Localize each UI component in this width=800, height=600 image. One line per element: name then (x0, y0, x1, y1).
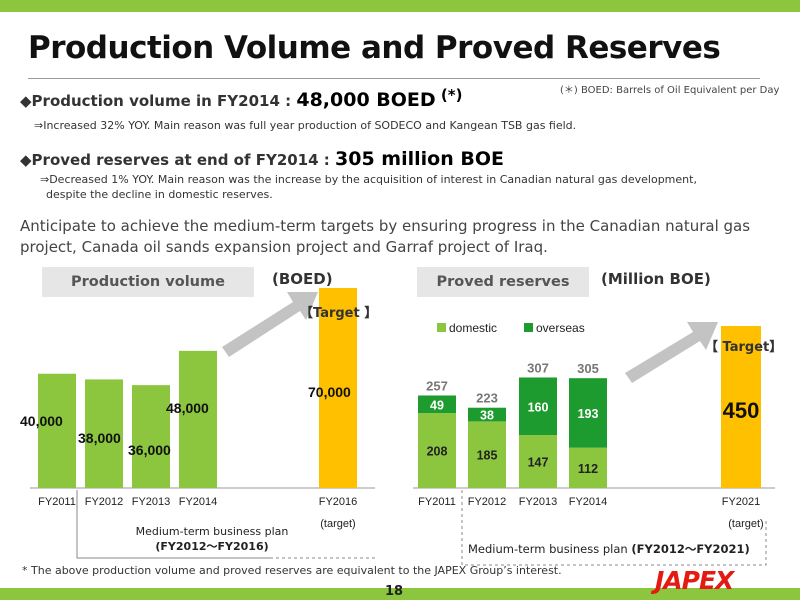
bullet-production-detail: ⇒Increased 32% YOY. Main reason was full… (34, 119, 577, 132)
bullet-reserves-label: Proved reserves at end of FY2014 : (31, 151, 336, 169)
production-tick-label: FY2011 (38, 496, 76, 508)
page-number: 18 (385, 584, 404, 599)
production-bar-fy2011 (38, 373, 76, 488)
production-target-sublabel: (target) (320, 518, 355, 530)
reserves-total-value: 305 (577, 361, 599, 376)
right-plan-prefix: Medium-term business plan (468, 542, 632, 556)
left-target-label: 【Target 】 (300, 306, 378, 321)
production-tick-label: FY2014 (179, 496, 218, 508)
title-divider (28, 78, 760, 79)
production-bar-fy2013 (132, 385, 170, 488)
bullet-reserves-detail-2: despite the decline in domestic reserves… (46, 188, 273, 201)
bullet-production-label: Production volume in FY2014 : (31, 92, 297, 110)
right-plan-bracket (461, 490, 767, 566)
boed-note: (＊) BOED: Barrels of Oil Equivalent per … (560, 85, 780, 96)
production-value-label: 70,000 (308, 384, 351, 400)
bottom-accent-bar (0, 588, 800, 600)
legend-overseas-label: overseas (536, 321, 585, 335)
reserves-tick-label: FY2014 (569, 496, 608, 508)
reserves-domestic-bar (468, 421, 506, 488)
reserves-tick-label: FY2012 (468, 496, 507, 508)
left-plan-label: Medium-term business plan (FY2012～FY2016… (112, 524, 312, 554)
right-target-label: 【 Target】 (705, 340, 783, 355)
production-volume-heading: Production volume (42, 267, 254, 297)
top-accent-bar (0, 0, 800, 12)
reserves-total-value: 223 (476, 391, 498, 406)
diamond-bullet-icon: ◆ (20, 151, 32, 169)
japex-logo: JAPEX (655, 566, 734, 595)
reserves-unit: (Million BOE) (601, 270, 711, 288)
reserves-total-value: 257 (426, 378, 448, 393)
production-value-label: 36,000 (128, 442, 171, 458)
right-plan-range: (FY2012～FY2021) (631, 542, 750, 556)
left-plan-line2: (FY2012～FY2016) (155, 540, 269, 553)
reserves-domestic-value: 112 (578, 462, 598, 476)
production-value-label: 40,000 (20, 413, 63, 429)
proved-reserves-heading: Proved reserves (417, 267, 589, 297)
bullet-production-value: 48,000 BOED (296, 89, 436, 111)
production-unit: (BOED) (272, 270, 333, 288)
right-plan-label: Medium-term business plan (FY2012～FY2021… (468, 541, 750, 557)
reserves-domestic-bar (519, 435, 557, 488)
reserves-total-value: 307 (527, 360, 549, 375)
reserves-overseas-bar (418, 395, 456, 414)
left-plan-line1: Medium-term business plan (135, 525, 289, 538)
production-tick-label: FY2013 (132, 496, 171, 508)
left-trend-arrow-icon (222, 292, 318, 357)
reserves-domestic-bar (418, 413, 456, 488)
production-bar-fy2016 (319, 288, 357, 488)
bullet-reserves: ◆Proved reserves at end of FY2014 : 305 … (20, 148, 504, 170)
production-tick-label: FY2012 (85, 496, 124, 508)
diamond-bullet-icon: ◆ (20, 92, 32, 110)
bullet-production: ◆Production volume in FY2014 : 48,000 BO… (20, 86, 462, 111)
production-bar-fy2012 (85, 379, 123, 488)
reserves-tick-label: FY2011 (418, 496, 456, 508)
production-tick-label: FY2016 (319, 496, 358, 508)
production-value-label: 38,000 (78, 430, 121, 446)
right-trend-arrow-icon (625, 322, 718, 383)
reserves-domestic-value: 208 (427, 445, 448, 459)
legend-domestic-label: domestic (449, 321, 497, 335)
reserves-domestic-value: 147 (528, 456, 549, 470)
bullet-reserves-detail-1: ⇒Decreased 1% YOY. Main reason was the i… (40, 173, 697, 186)
footnote: * The above production volume and proved… (22, 564, 562, 577)
reserves-domestic-bar (569, 447, 607, 488)
reserves-overseas-value: 38 (480, 409, 494, 423)
legend-overseas-swatch (524, 323, 533, 332)
reserves-target-value: 450 (723, 398, 760, 423)
reserves-target-sublabel: (target) (728, 518, 763, 530)
reserves-overseas-bar (468, 407, 506, 422)
production-value-label: 48,000 (166, 400, 209, 416)
reserves-overseas-bar (569, 378, 607, 448)
production-bar-fy2014 (179, 350, 217, 488)
reserves-domestic-value: 185 (477, 449, 498, 463)
reserves-overseas-bar (519, 377, 557, 436)
reserves-overseas-value: 193 (578, 407, 599, 421)
reserves-overseas-value: 49 (430, 398, 444, 412)
reserves-overseas-value: 160 (528, 400, 549, 414)
summary-paragraph: Anticipate to achieve the medium-term ta… (20, 217, 751, 256)
legend-domestic-swatch (437, 323, 446, 332)
page-title: Production Volume and Proved Reserves (28, 30, 721, 66)
reserves-tick-label: FY2021 (722, 496, 761, 508)
left-plan-bracket (76, 490, 270, 559)
bullet-production-asterisk: (*) (440, 86, 463, 104)
reserves-target-bar (721, 326, 761, 488)
bullet-reserves-value: 305 million BOE (335, 148, 504, 170)
reserves-tick-label: FY2013 (519, 496, 558, 508)
